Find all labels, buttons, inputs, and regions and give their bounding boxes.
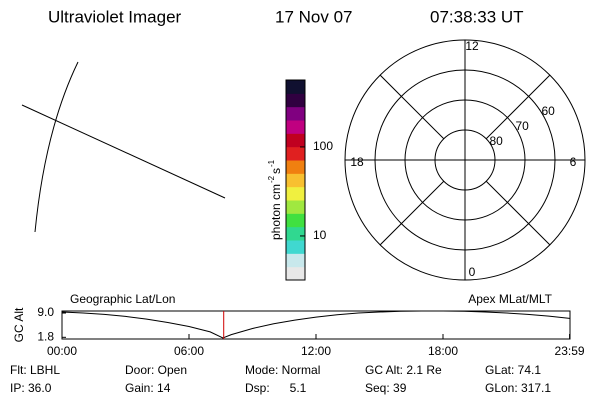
info-field: GC Alt: 2.1 Re — [365, 363, 442, 377]
info-field: GLon: 317.1 — [485, 381, 551, 395]
x-tick-label: 23:59 — [555, 344, 585, 358]
colorbar-swatch — [286, 106, 305, 121]
geo-grid — [21, 61, 226, 233]
colorbar-swatch — [286, 266, 305, 281]
colorbar-label-text: photon cm — [269, 184, 283, 240]
geo-line — [21, 104, 226, 199]
y-tick-label: 1.8 — [37, 329, 54, 343]
info-field: Door: Open — [125, 363, 187, 377]
colorbar-tick-label: 100 — [313, 139, 333, 153]
info-field: IP: 36.0 — [10, 381, 52, 395]
colorbar-swatch — [286, 80, 305, 94]
title: Ultraviolet Imager — [48, 7, 182, 26]
x-tick-label: 00:00 — [47, 344, 77, 358]
colorbar-swatch — [286, 240, 305, 254]
info-field: GLat: 74.1 — [485, 363, 541, 377]
colorbar-tick-label: 10 — [313, 228, 327, 242]
colorbar-swatch — [286, 253, 305, 268]
altitude-line — [61, 310, 570, 339]
colorbar-swatch — [286, 93, 305, 108]
y-axis-label: GC Alt — [12, 307, 26, 342]
colorbar-swatch — [286, 200, 305, 214]
info-field: Seq: 39 — [365, 381, 407, 395]
info-field: Flt: LBHL — [10, 363, 60, 377]
colorbar-swatch — [286, 160, 305, 174]
info-field: Dsp: 5.1 — [245, 381, 307, 395]
mlat-label: 60 — [541, 104, 555, 118]
panel-label: Apex MLat/MLT — [468, 292, 552, 306]
mlt-label: 12 — [465, 39, 479, 53]
date: 17 Nov 07 — [275, 7, 353, 26]
colorbar-label-text: s — [269, 168, 283, 174]
colorbar-swatch — [286, 146, 305, 161]
colorbar-swatch — [286, 226, 305, 241]
mlt-line — [379, 74, 445, 140]
geo-line — [34, 61, 79, 233]
colorbar-swatch — [286, 186, 305, 201]
colorbar-swatch — [286, 120, 305, 134]
info-field: Mode: Normal — [245, 363, 320, 377]
mlt-line — [485, 180, 551, 246]
colorbar-frame — [285, 79, 306, 281]
colorbar-swatch — [286, 173, 305, 188]
colorbar-swatch — [286, 133, 305, 148]
x-tick-label: 18:00 — [428, 344, 458, 358]
info-field: Gain: 14 — [125, 381, 171, 395]
mlt-line — [485, 74, 551, 140]
colorbar-label-exp: -1 — [267, 159, 276, 167]
colorbar-label: photon cm -2 s -1 — [267, 159, 283, 240]
x-tick-label: 12:00 — [301, 344, 331, 358]
mlat-label: 80 — [489, 134, 503, 148]
x-tick-label: 06:00 — [174, 344, 204, 358]
time: 07:38:33 UT — [430, 7, 524, 26]
mlat-label: 70 — [515, 119, 529, 133]
mlt-line — [379, 180, 445, 246]
mlt-label: 0 — [469, 265, 476, 279]
panel-label: Geographic Lat/Lon — [70, 292, 175, 306]
y-tick-label: 9.0 — [37, 305, 54, 319]
colorbar-swatch — [286, 213, 305, 228]
mlt-label: 18 — [350, 155, 364, 169]
mlt-label: 6 — [570, 155, 577, 169]
colorbar-label-exp: -2 — [267, 175, 276, 183]
